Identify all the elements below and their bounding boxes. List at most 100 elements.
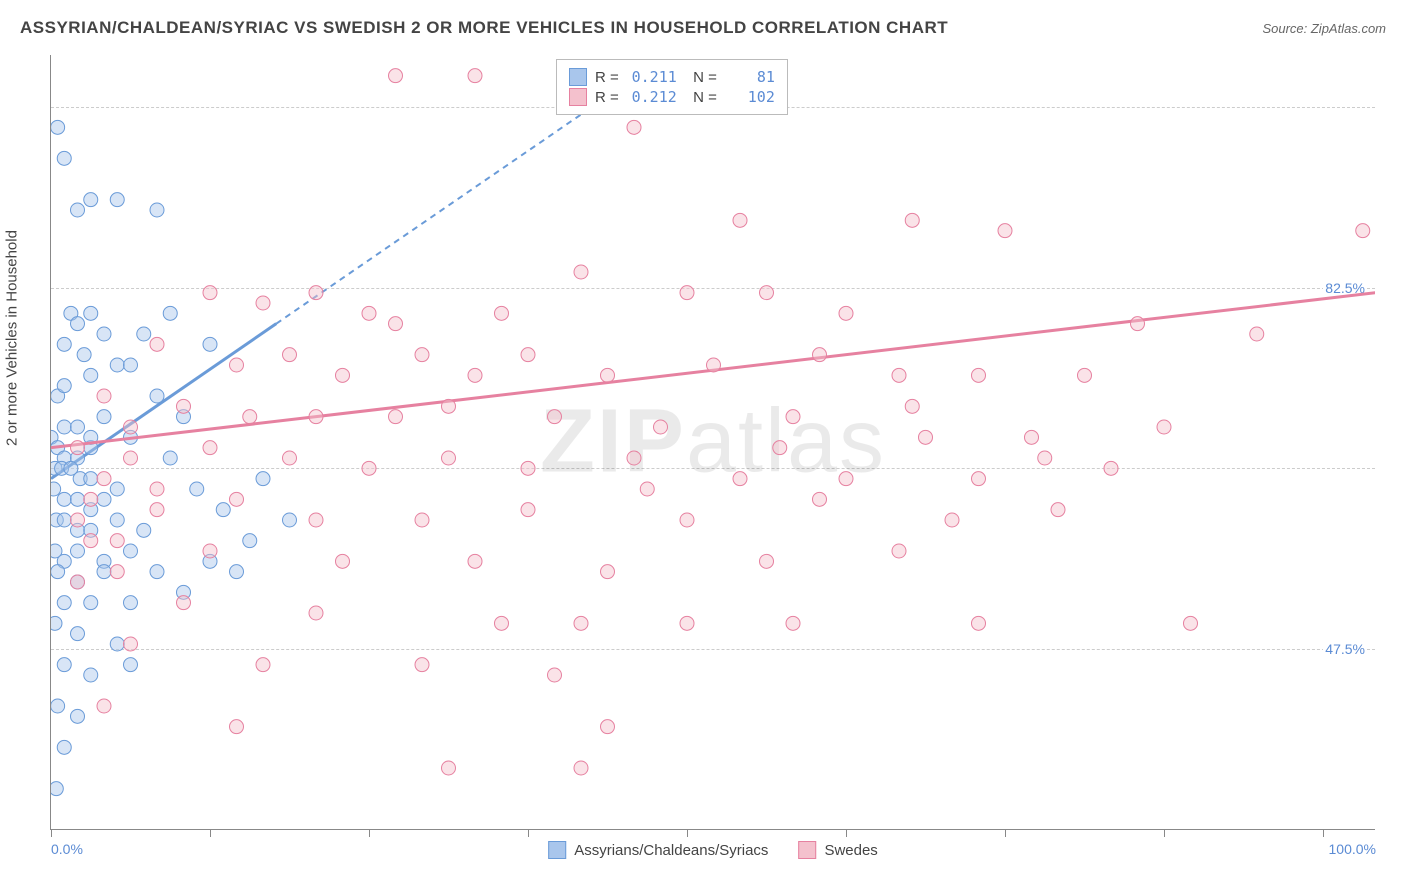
data-point — [190, 482, 204, 496]
data-point — [521, 461, 535, 475]
data-point — [945, 513, 959, 527]
data-point — [521, 503, 535, 517]
data-point — [97, 389, 111, 403]
data-point — [150, 565, 164, 579]
data-point — [110, 534, 124, 548]
x-tick — [528, 829, 529, 837]
data-point — [177, 399, 191, 413]
source-attribution: Source: ZipAtlas.com — [1262, 21, 1386, 36]
data-point — [1078, 368, 1092, 382]
data-point — [124, 420, 138, 434]
data-point — [362, 306, 376, 320]
data-point — [905, 399, 919, 413]
data-point — [71, 420, 85, 434]
x-tick — [369, 829, 370, 837]
data-point — [71, 709, 85, 723]
data-point — [57, 740, 71, 754]
x-tick — [1164, 829, 1165, 837]
data-point — [362, 461, 376, 475]
data-point — [773, 441, 787, 455]
data-point — [97, 327, 111, 341]
scatter-plot-area: ZIPatlas R = 0.211 N = 81 R = 0.212 N = … — [50, 55, 1375, 830]
data-point — [203, 441, 217, 455]
data-point — [309, 513, 323, 527]
data-point — [124, 544, 138, 558]
data-point — [442, 451, 456, 465]
data-point — [230, 720, 244, 734]
data-point — [203, 286, 217, 300]
data-point — [203, 337, 217, 351]
x-tick — [210, 829, 211, 837]
data-point — [415, 513, 429, 527]
data-point — [1157, 420, 1171, 434]
data-point — [137, 523, 151, 537]
data-point — [574, 761, 588, 775]
data-point — [972, 368, 986, 382]
data-point — [71, 513, 85, 527]
data-point — [415, 658, 429, 672]
data-point — [84, 306, 98, 320]
data-point — [760, 286, 774, 300]
data-point — [150, 389, 164, 403]
data-point — [1025, 430, 1039, 444]
data-point — [57, 337, 71, 351]
data-point — [601, 720, 615, 734]
data-point — [707, 358, 721, 372]
data-point — [786, 410, 800, 424]
data-point — [309, 286, 323, 300]
legend-row-series-1: R = 0.211 N = 81 — [569, 68, 775, 86]
trend-line-extrapolated — [276, 96, 607, 323]
data-point — [468, 69, 482, 83]
data-point — [760, 554, 774, 568]
data-point — [71, 544, 85, 558]
data-point — [124, 451, 138, 465]
data-point — [97, 699, 111, 713]
data-point — [84, 193, 98, 207]
data-point — [521, 348, 535, 362]
data-point — [1104, 461, 1118, 475]
x-tick — [1005, 829, 1006, 837]
chart-title: ASSYRIAN/CHALDEAN/SYRIAC VS SWEDISH 2 OR… — [20, 18, 948, 38]
data-point — [813, 492, 827, 506]
data-point — [150, 482, 164, 496]
data-point — [51, 120, 65, 134]
x-tick — [846, 829, 847, 837]
data-point — [177, 596, 191, 610]
data-point — [51, 699, 65, 713]
data-point — [110, 565, 124, 579]
data-point — [97, 492, 111, 506]
data-point — [309, 410, 323, 424]
data-point — [110, 637, 124, 651]
data-point — [548, 410, 562, 424]
data-point — [84, 492, 98, 506]
data-point — [163, 306, 177, 320]
data-point — [283, 451, 297, 465]
data-point — [1131, 317, 1145, 331]
data-point — [733, 213, 747, 227]
data-point — [71, 203, 85, 217]
data-point — [283, 348, 297, 362]
legend-item-1: Assyrians/Chaldeans/Syriacs — [548, 841, 768, 859]
x-tick — [51, 829, 52, 837]
data-point — [256, 658, 270, 672]
data-point — [283, 513, 297, 527]
data-point — [256, 296, 270, 310]
data-point — [548, 668, 562, 682]
data-point — [786, 616, 800, 630]
data-point — [71, 575, 85, 589]
data-point — [97, 565, 111, 579]
data-point — [84, 596, 98, 610]
data-point — [150, 503, 164, 517]
data-point — [574, 616, 588, 630]
data-point — [892, 368, 906, 382]
data-point — [203, 544, 217, 558]
data-point — [163, 451, 177, 465]
data-point — [1250, 327, 1264, 341]
data-point — [230, 565, 244, 579]
data-point — [972, 616, 986, 630]
plot-svg — [51, 55, 1375, 829]
data-point — [84, 668, 98, 682]
x-tick — [1323, 829, 1324, 837]
data-point — [110, 513, 124, 527]
data-point — [124, 596, 138, 610]
